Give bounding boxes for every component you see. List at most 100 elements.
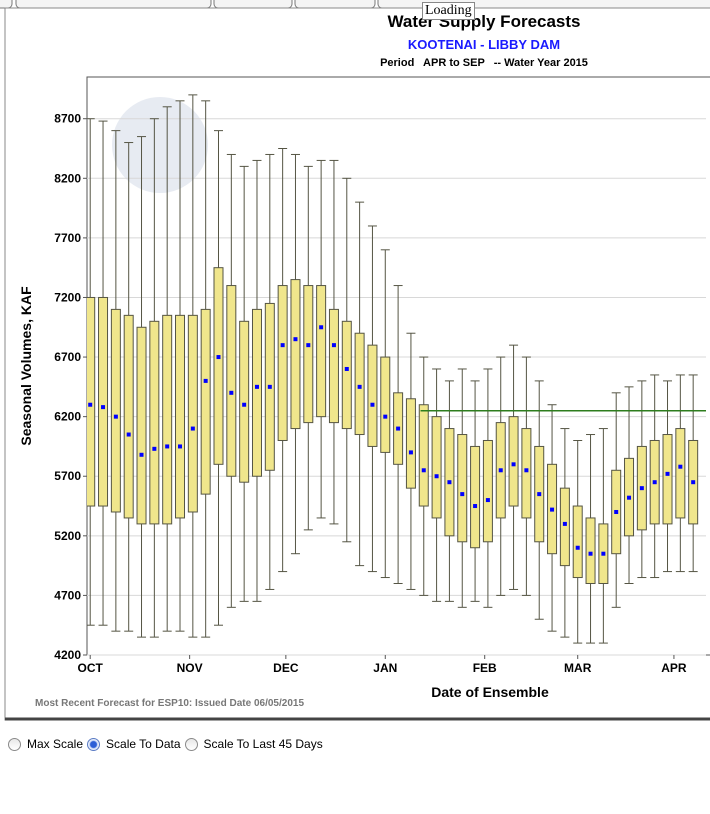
y-tick-label: 4200 <box>54 648 81 662</box>
radio-label[interactable]: Scale To Last 45 Days <box>203 737 323 751</box>
median <box>203 378 208 383</box>
box <box>251 308 262 477</box>
box <box>290 279 301 430</box>
box <box>175 314 186 519</box>
y-axis-label: Seasonal Volumes, KAF <box>18 286 34 446</box>
box <box>559 487 570 567</box>
median <box>665 471 670 476</box>
median <box>190 426 195 431</box>
box <box>521 428 532 519</box>
box <box>418 404 429 507</box>
x-tick-label: MAR <box>564 661 592 675</box>
median <box>344 366 349 371</box>
box <box>405 398 416 489</box>
box <box>380 356 391 453</box>
radio-button[interactable] <box>87 737 101 751</box>
box <box>354 332 365 436</box>
tab[interactable] <box>0 0 13 9</box>
median <box>139 452 144 457</box>
median <box>460 492 465 497</box>
box <box>149 320 160 525</box>
median <box>254 384 259 389</box>
median <box>434 474 439 479</box>
tab-strip <box>0 0 710 9</box>
box <box>316 285 327 418</box>
median <box>101 405 106 410</box>
box <box>226 285 237 477</box>
y-tick-label: 7700 <box>54 231 81 245</box>
median <box>421 468 426 473</box>
forecast-note: Most Recent Forecast for ESP10: Issued D… <box>35 698 304 709</box>
box <box>123 314 134 519</box>
y-tick-label: 4700 <box>54 588 81 602</box>
median <box>293 337 298 342</box>
x-tick-label: OCT <box>78 661 104 675</box>
axes: 4200 4700 5200 5700 6200 6700 7200 7700 8200 8700… <box>54 112 687 675</box>
y-tick-label: 8700 <box>54 112 81 126</box>
tab[interactable] <box>294 0 376 9</box>
x-tick-label: APR <box>661 661 687 675</box>
tab[interactable] <box>15 0 212 9</box>
radio-label[interactable]: Max Scale <box>27 737 84 751</box>
median <box>639 486 644 491</box>
box <box>431 416 442 519</box>
box <box>162 314 173 525</box>
y-tick-label: 5700 <box>54 469 81 483</box>
x-tick-label: NOV <box>177 661 203 675</box>
box <box>662 434 673 525</box>
tab[interactable] <box>213 0 293 9</box>
median <box>408 450 413 455</box>
box <box>239 320 250 483</box>
median <box>216 355 221 360</box>
radio-button[interactable] <box>8 737 21 751</box>
box <box>482 439 493 543</box>
x-tick-label: JAN <box>373 661 397 675</box>
median <box>678 464 683 469</box>
scale-options: Max Scale Scale To Data Scale To Last 45 D… <box>8 737 327 751</box>
box <box>457 434 468 543</box>
median <box>331 343 336 348</box>
box <box>136 326 147 525</box>
median <box>242 402 247 407</box>
median <box>511 462 516 467</box>
chart-title: Water Supply Forecasts <box>387 12 580 31</box>
box <box>508 416 519 507</box>
box <box>187 314 198 513</box>
box <box>367 344 378 447</box>
box <box>98 296 109 507</box>
x-tick-label: DEC <box>273 661 299 675</box>
box <box>303 285 314 424</box>
y-tick-label: 6700 <box>54 350 81 364</box>
median <box>113 414 118 419</box>
x-tick-label: FEB <box>473 661 497 675</box>
box <box>200 308 211 495</box>
median <box>550 507 555 512</box>
median <box>691 480 696 485</box>
y-tick-label: 8200 <box>54 171 81 185</box>
y-tick-label: 7200 <box>54 290 81 304</box>
median <box>319 325 324 330</box>
median <box>614 509 619 514</box>
box <box>470 445 481 549</box>
radio-label[interactable]: Scale To Data <box>106 737 181 751</box>
median <box>229 390 234 395</box>
median <box>627 495 632 500</box>
box <box>675 428 686 519</box>
box <box>328 308 339 424</box>
median <box>485 498 490 503</box>
median <box>306 343 311 348</box>
box <box>585 517 596 584</box>
median <box>88 402 93 407</box>
median <box>473 504 478 509</box>
y-tick-label: 6200 <box>54 410 81 424</box>
box <box>213 267 224 465</box>
median <box>280 343 285 348</box>
median <box>575 545 580 550</box>
median <box>152 446 157 451</box>
median <box>383 414 388 419</box>
loading-label: Loading <box>422 2 475 20</box>
median <box>178 444 183 449</box>
box <box>277 285 288 441</box>
median <box>601 551 606 556</box>
radio-button[interactable] <box>184 737 198 751</box>
